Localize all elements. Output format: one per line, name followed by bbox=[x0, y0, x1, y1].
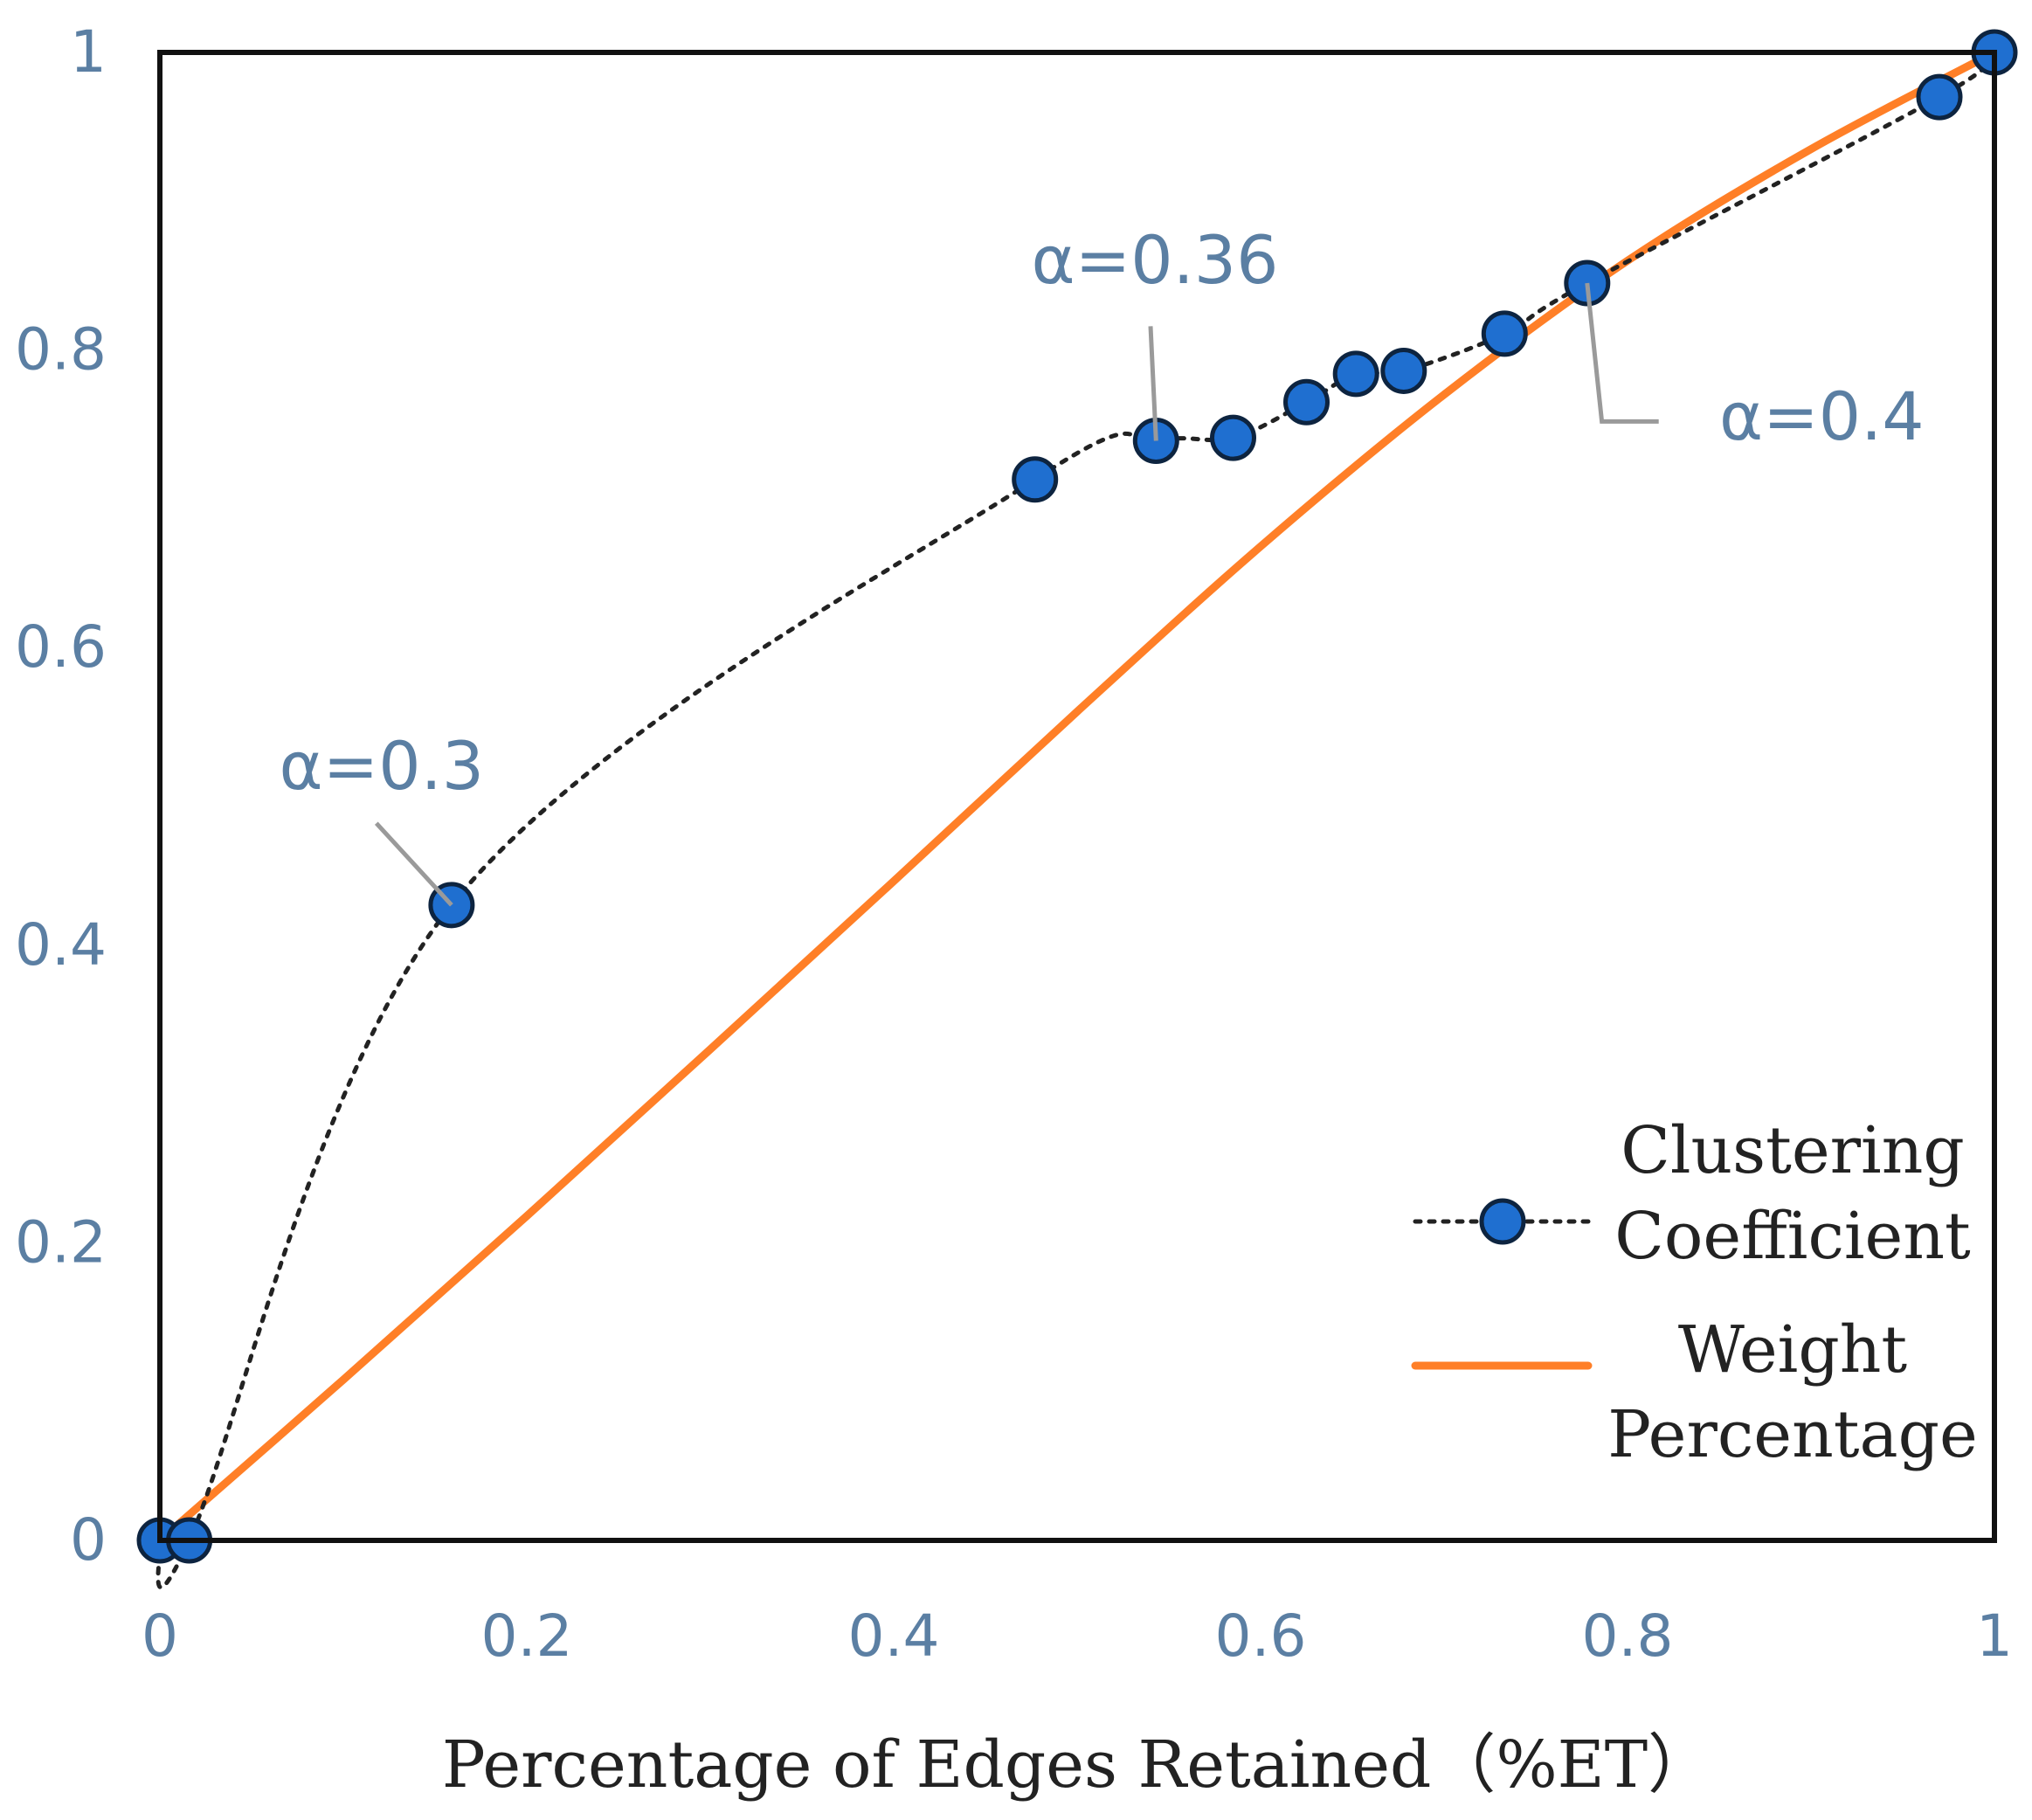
clustering-coefficient-point bbox=[1332, 350, 1379, 398]
annotation-leader bbox=[1585, 282, 1659, 424]
legend-clustering-marker bbox=[1479, 1198, 1526, 1245]
y-tick-label: 0.6 bbox=[15, 613, 107, 681]
clustering-coefficient-point bbox=[1916, 73, 1963, 121]
clustering-coefficient-point bbox=[1481, 310, 1528, 357]
clustering-coefficient-point bbox=[1380, 347, 1427, 394]
annotation-label: α=0.36 bbox=[1032, 221, 1279, 299]
y-tick-label: 1 bbox=[70, 18, 107, 86]
annotation-label: α=0.4 bbox=[1719, 377, 1925, 455]
clustering-coefficient-point bbox=[1283, 378, 1330, 426]
x-tick-label: 0.4 bbox=[848, 1602, 940, 1670]
legend-weight-label: Weight bbox=[1678, 1312, 1908, 1387]
weight-percentage-line bbox=[156, 48, 1999, 1545]
y-tick-label: 0.2 bbox=[15, 1208, 107, 1276]
annotation-leader bbox=[1148, 326, 1158, 441]
annotation-leader bbox=[374, 821, 453, 907]
legend-clustering-label: Coefficient bbox=[1614, 1199, 1971, 1274]
clustering-coefficient-point bbox=[1210, 414, 1256, 461]
annotation-label: α=0.3 bbox=[280, 727, 485, 805]
x-tick-label: 0.6 bbox=[1215, 1602, 1307, 1670]
y-tick-label: 0.4 bbox=[15, 911, 107, 979]
clustering-coefficient-point bbox=[1012, 456, 1059, 503]
x-axis-title: Percentage of Edges Retained（%ET） bbox=[442, 1727, 1712, 1803]
y-tick-label: 0.8 bbox=[15, 316, 107, 384]
x-tick-label: 1 bbox=[1976, 1602, 2013, 1670]
x-tick-label: 0.8 bbox=[1582, 1602, 1674, 1670]
legend-weight-label: Percentage bbox=[1607, 1397, 1978, 1472]
x-tick-label: 0 bbox=[142, 1602, 178, 1670]
y-tick-label: 0 bbox=[70, 1506, 107, 1574]
legend-clustering-label: Clustering bbox=[1621, 1113, 1965, 1188]
plot-frame bbox=[157, 50, 1997, 1543]
x-tick-label: 0.2 bbox=[481, 1602, 573, 1670]
